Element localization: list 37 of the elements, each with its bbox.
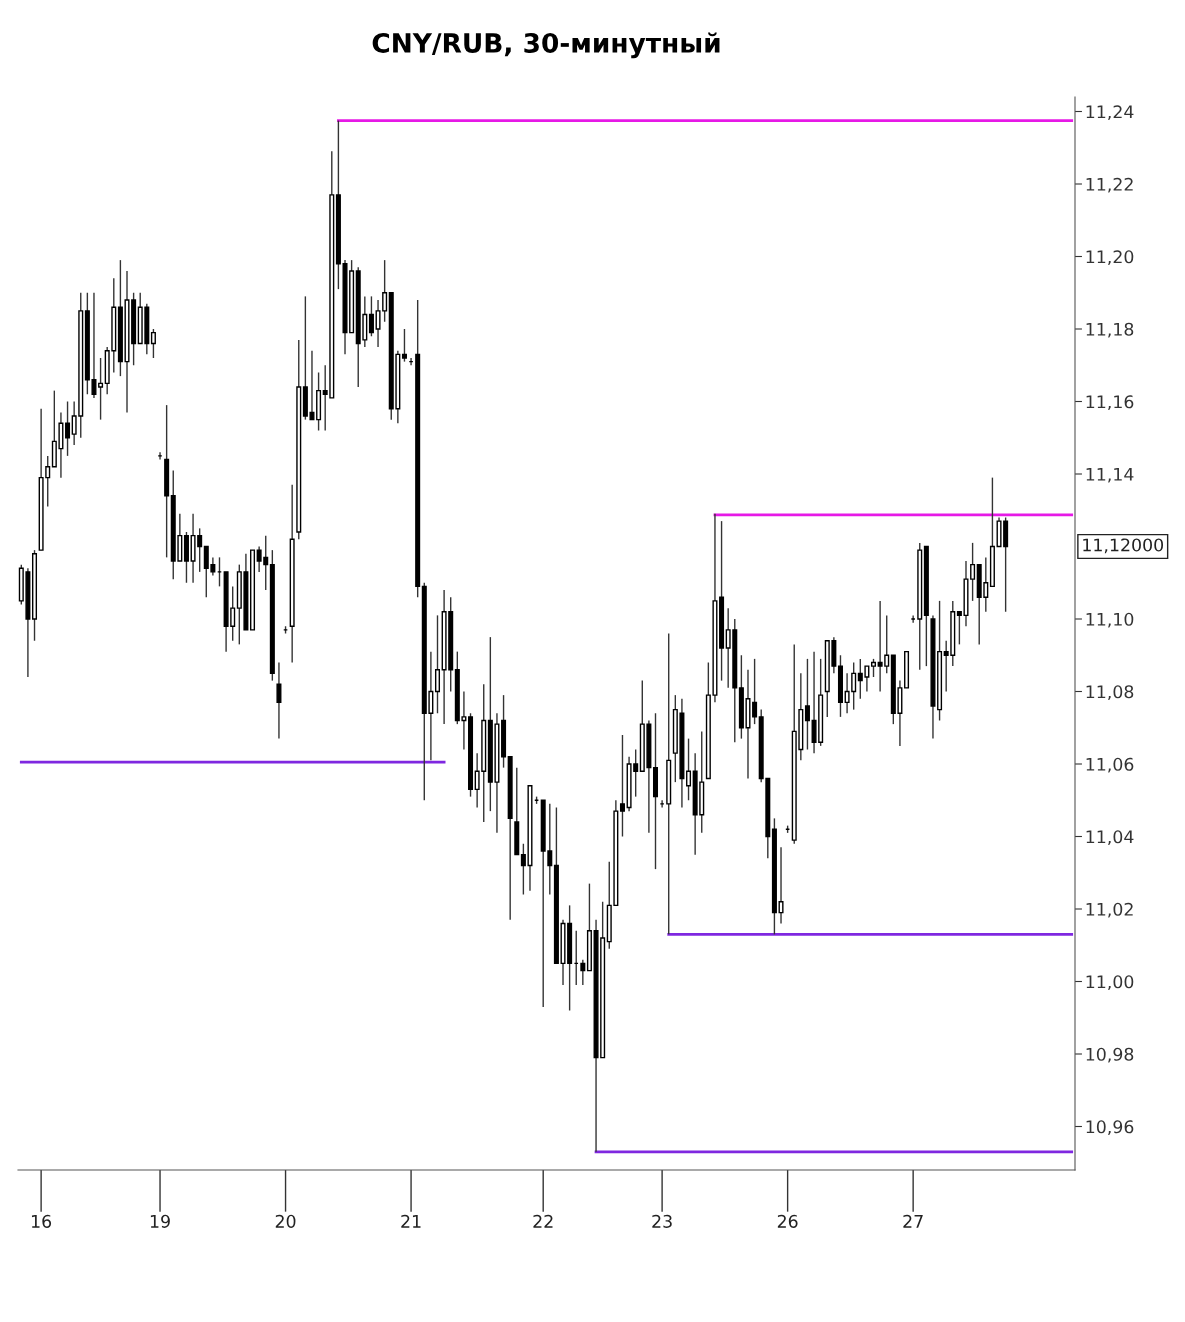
y-tick-label: 11,04 (1086, 830, 1134, 846)
candlestick (686, 737, 692, 801)
y-tick-label: 11,24 (1086, 105, 1134, 121)
y-tick-label: 11,06 (1086, 757, 1134, 773)
y-tick-label: 10,96 (1086, 1120, 1134, 1136)
candlestick (150, 328, 156, 359)
candlestick (804, 658, 810, 751)
candlestick (65, 400, 71, 457)
x-tick-label: 22 (533, 1214, 553, 1228)
x-tick-label: 23 (652, 1214, 672, 1228)
candlestick (401, 328, 407, 363)
candlestick (870, 658, 877, 678)
y-tick-label: 11,18 (1086, 322, 1134, 338)
y-tick-label: 11,02 (1086, 902, 1133, 918)
x-tick-label: 16 (31, 1214, 52, 1228)
candlestick (368, 295, 374, 337)
y-tick-label: 11,10 (1086, 612, 1134, 628)
y-tick-label: 11,20 (1086, 250, 1134, 266)
y-tick-label: 11,08 (1086, 685, 1134, 701)
chart-title: CNY/RUB, 30-минутный (372, 32, 720, 59)
x-tick-label: 19 (150, 1214, 170, 1228)
x-tick-label: 26 (777, 1214, 798, 1228)
y-tick-label: 11,14 (1086, 467, 1134, 483)
candlestick (778, 846, 784, 925)
x-tick-label: 21 (401, 1214, 421, 1228)
candlestick (580, 959, 586, 986)
x-tick-label: 27 (903, 1214, 923, 1228)
y-tick-label: 11,00 (1086, 975, 1134, 991)
text: 11,12000 (1083, 538, 1164, 554)
y-tick-label: 10,98 (1086, 1047, 1134, 1063)
x-tick-label: 20 (275, 1214, 296, 1228)
candlestick (98, 357, 104, 421)
candlestick (276, 661, 282, 740)
y-tick-label: 11,16 (1086, 395, 1134, 411)
y-tick-label: 11,22 (1086, 177, 1133, 193)
candlestick (434, 614, 441, 714)
candlestick (619, 734, 625, 838)
